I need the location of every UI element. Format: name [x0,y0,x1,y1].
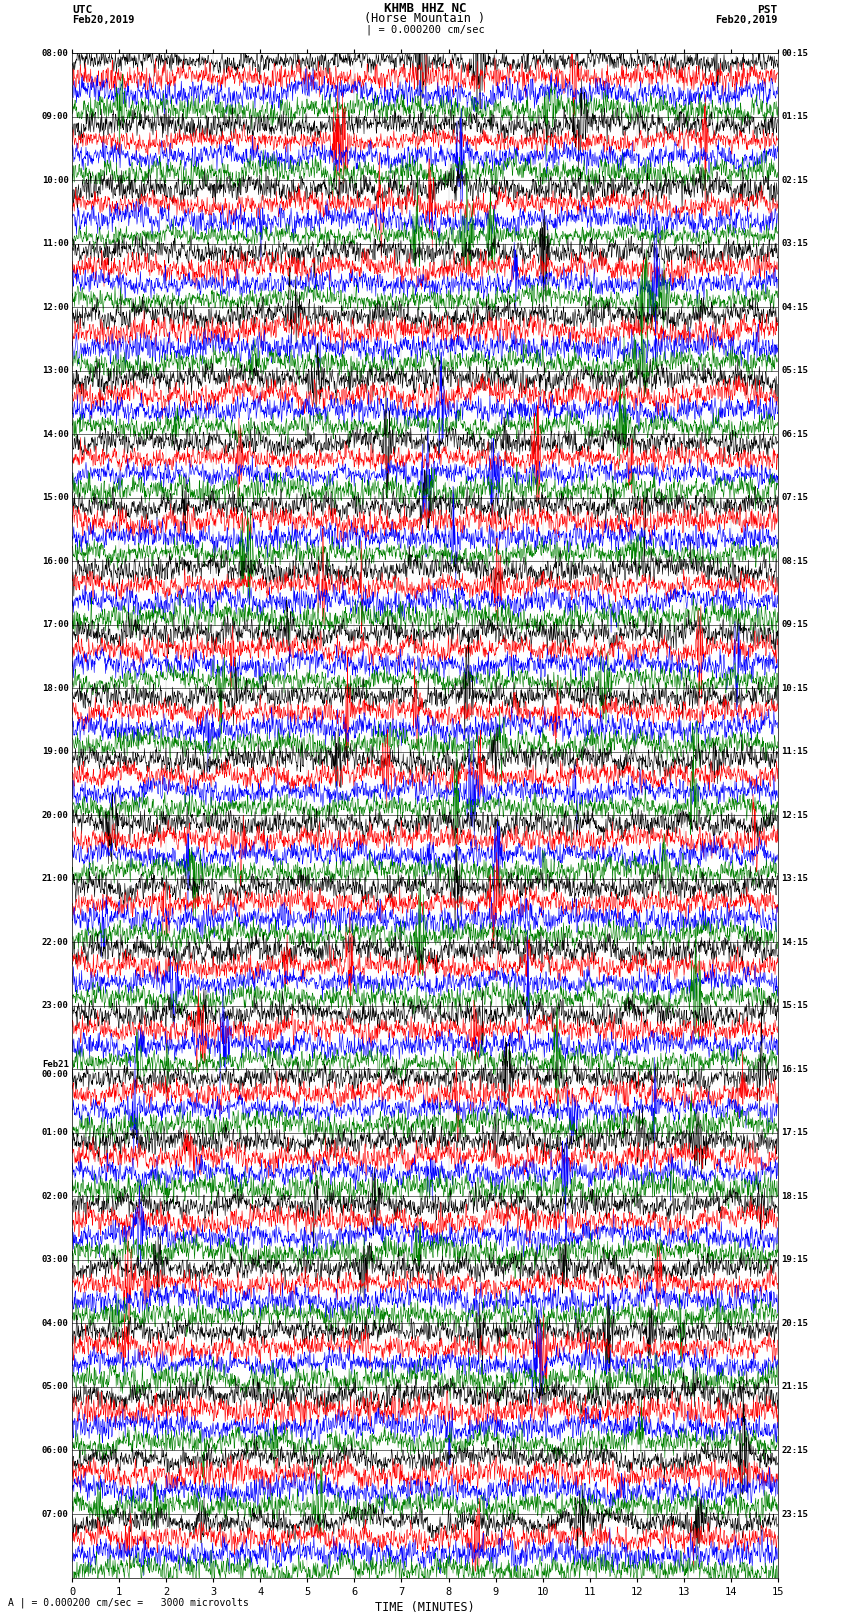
Text: 20:15: 20:15 [781,1319,808,1327]
Text: 12:15: 12:15 [781,811,808,819]
Text: 02:00: 02:00 [42,1192,69,1202]
Text: 22:00: 22:00 [42,937,69,947]
Text: 14:00: 14:00 [42,429,69,439]
X-axis label: TIME (MINUTES): TIME (MINUTES) [375,1600,475,1613]
Text: 08:00: 08:00 [42,48,69,58]
Text: 13:15: 13:15 [781,874,808,884]
Text: 19:00: 19:00 [42,747,69,756]
Text: 06:00: 06:00 [42,1445,69,1455]
Text: 09:15: 09:15 [781,621,808,629]
Text: 01:00: 01:00 [42,1129,69,1137]
Text: 23:00: 23:00 [42,1002,69,1010]
Text: Feb20,2019: Feb20,2019 [72,15,135,24]
Text: 23:15: 23:15 [781,1510,808,1518]
Text: 09:00: 09:00 [42,113,69,121]
Text: 07:15: 07:15 [781,494,808,502]
Text: 18:15: 18:15 [781,1192,808,1202]
Text: 10:15: 10:15 [781,684,808,694]
Text: 16:15: 16:15 [781,1065,808,1074]
Text: UTC: UTC [72,5,93,16]
Text: PST: PST [757,5,778,16]
Text: 22:15: 22:15 [781,1445,808,1455]
Text: 05:00: 05:00 [42,1382,69,1392]
Text: 17:15: 17:15 [781,1129,808,1137]
Text: KHMB HHZ NC: KHMB HHZ NC [383,2,467,16]
Text: 13:00: 13:00 [42,366,69,376]
Text: A | = 0.000200 cm/sec =   3000 microvolts: A | = 0.000200 cm/sec = 3000 microvolts [8,1597,249,1608]
Text: 11:00: 11:00 [42,239,69,248]
Text: 07:00: 07:00 [42,1510,69,1518]
Text: 15:00: 15:00 [42,494,69,502]
Text: Feb21
00:00: Feb21 00:00 [42,1060,69,1079]
Text: | = 0.000200 cm/sec: | = 0.000200 cm/sec [366,24,484,35]
Text: 17:00: 17:00 [42,621,69,629]
Text: 03:15: 03:15 [781,239,808,248]
Text: 08:15: 08:15 [781,556,808,566]
Text: 02:15: 02:15 [781,176,808,185]
Text: 11:15: 11:15 [781,747,808,756]
Text: 16:00: 16:00 [42,556,69,566]
Text: 14:15: 14:15 [781,937,808,947]
Text: 01:15: 01:15 [781,113,808,121]
Text: 04:15: 04:15 [781,303,808,311]
Text: Feb20,2019: Feb20,2019 [715,15,778,24]
Text: 00:15: 00:15 [781,48,808,58]
Text: 18:00: 18:00 [42,684,69,694]
Text: 19:15: 19:15 [781,1255,808,1265]
Text: 06:15: 06:15 [781,429,808,439]
Text: (Horse Mountain ): (Horse Mountain ) [365,11,485,24]
Text: 15:15: 15:15 [781,1002,808,1010]
Text: 04:00: 04:00 [42,1319,69,1327]
Text: 20:00: 20:00 [42,811,69,819]
Text: 05:15: 05:15 [781,366,808,376]
Text: 21:15: 21:15 [781,1382,808,1392]
Text: 21:00: 21:00 [42,874,69,884]
Text: 12:00: 12:00 [42,303,69,311]
Text: 03:00: 03:00 [42,1255,69,1265]
Text: 10:00: 10:00 [42,176,69,185]
